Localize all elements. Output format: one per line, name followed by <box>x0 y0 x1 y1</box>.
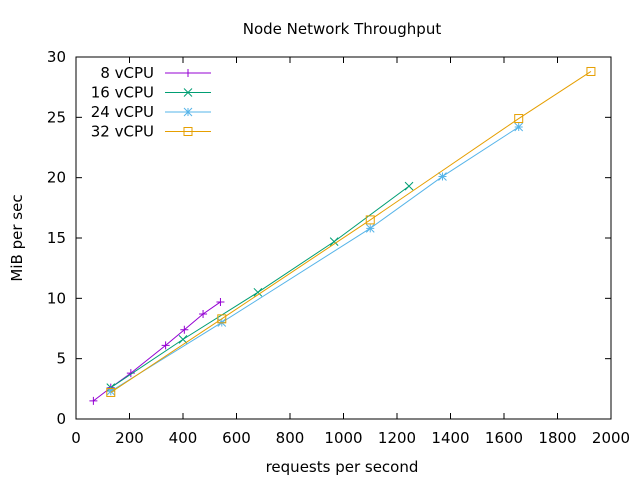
data-point <box>365 215 375 225</box>
chart-title: Node Network Throughput <box>243 20 442 38</box>
data-point <box>178 335 188 344</box>
series-group <box>89 66 596 405</box>
legend-label: 8 vCPU <box>100 64 154 82</box>
ticks: 0 200 400 600 800 1000 1200 1400 1600 1800 2000 0 5 1… <box>47 48 630 447</box>
y-axis-label: MiB per sec <box>8 194 26 281</box>
x-tick-label: 1200 <box>378 429 416 447</box>
x-tick-label: 400 <box>169 429 198 447</box>
data-point <box>253 287 263 297</box>
x-tick-label: 1400 <box>431 429 469 447</box>
data-point <box>586 66 596 76</box>
data-point <box>404 181 414 191</box>
series-24-vcpu <box>106 122 524 396</box>
legend-marker <box>183 127 193 136</box>
legend-marker <box>184 69 192 77</box>
x-tick-label: 2000 <box>592 429 630 447</box>
x-axis-label: requests per second <box>266 458 419 476</box>
legend-label: 24 vCPU <box>91 103 154 121</box>
legend-label: 32 vCPU <box>91 123 154 141</box>
y-tick-label: 5 <box>56 350 66 368</box>
x-tick-label: 1800 <box>538 429 576 447</box>
data-point <box>199 310 208 319</box>
data-point <box>89 396 98 405</box>
data-point <box>365 223 375 233</box>
x-tick-label: 1000 <box>324 429 362 447</box>
data-point <box>161 341 170 350</box>
data-point <box>329 237 339 246</box>
x-tick-label: 1600 <box>485 429 523 447</box>
x-tick-label: 200 <box>115 429 144 447</box>
legend-label: 16 vCPU <box>91 84 154 102</box>
y-tick-label: 10 <box>47 289 66 307</box>
data-point <box>106 386 116 396</box>
y-tick-label: 0 <box>56 410 66 428</box>
legend-marker <box>183 88 193 97</box>
series-16-vcpu <box>106 181 414 392</box>
x-tick-label: 0 <box>71 429 81 447</box>
data-point <box>514 122 524 132</box>
data-point <box>126 369 135 378</box>
y-tick-label: 30 <box>47 48 66 66</box>
series-32-vcpu <box>106 66 596 397</box>
data-point <box>217 314 227 324</box>
data-point <box>438 172 447 181</box>
series-line <box>110 71 592 393</box>
data-point <box>216 297 225 306</box>
data-point <box>106 387 116 397</box>
y-tick-label: 15 <box>47 229 66 247</box>
data-point <box>180 325 189 334</box>
y-tick-label: 20 <box>47 169 66 187</box>
legend-marker <box>183 107 193 117</box>
data-point <box>514 114 524 124</box>
y-tick-label: 25 <box>47 108 66 126</box>
series-line <box>110 185 410 389</box>
x-tick-label: 600 <box>222 429 251 447</box>
x-tick-label: 800 <box>276 429 305 447</box>
